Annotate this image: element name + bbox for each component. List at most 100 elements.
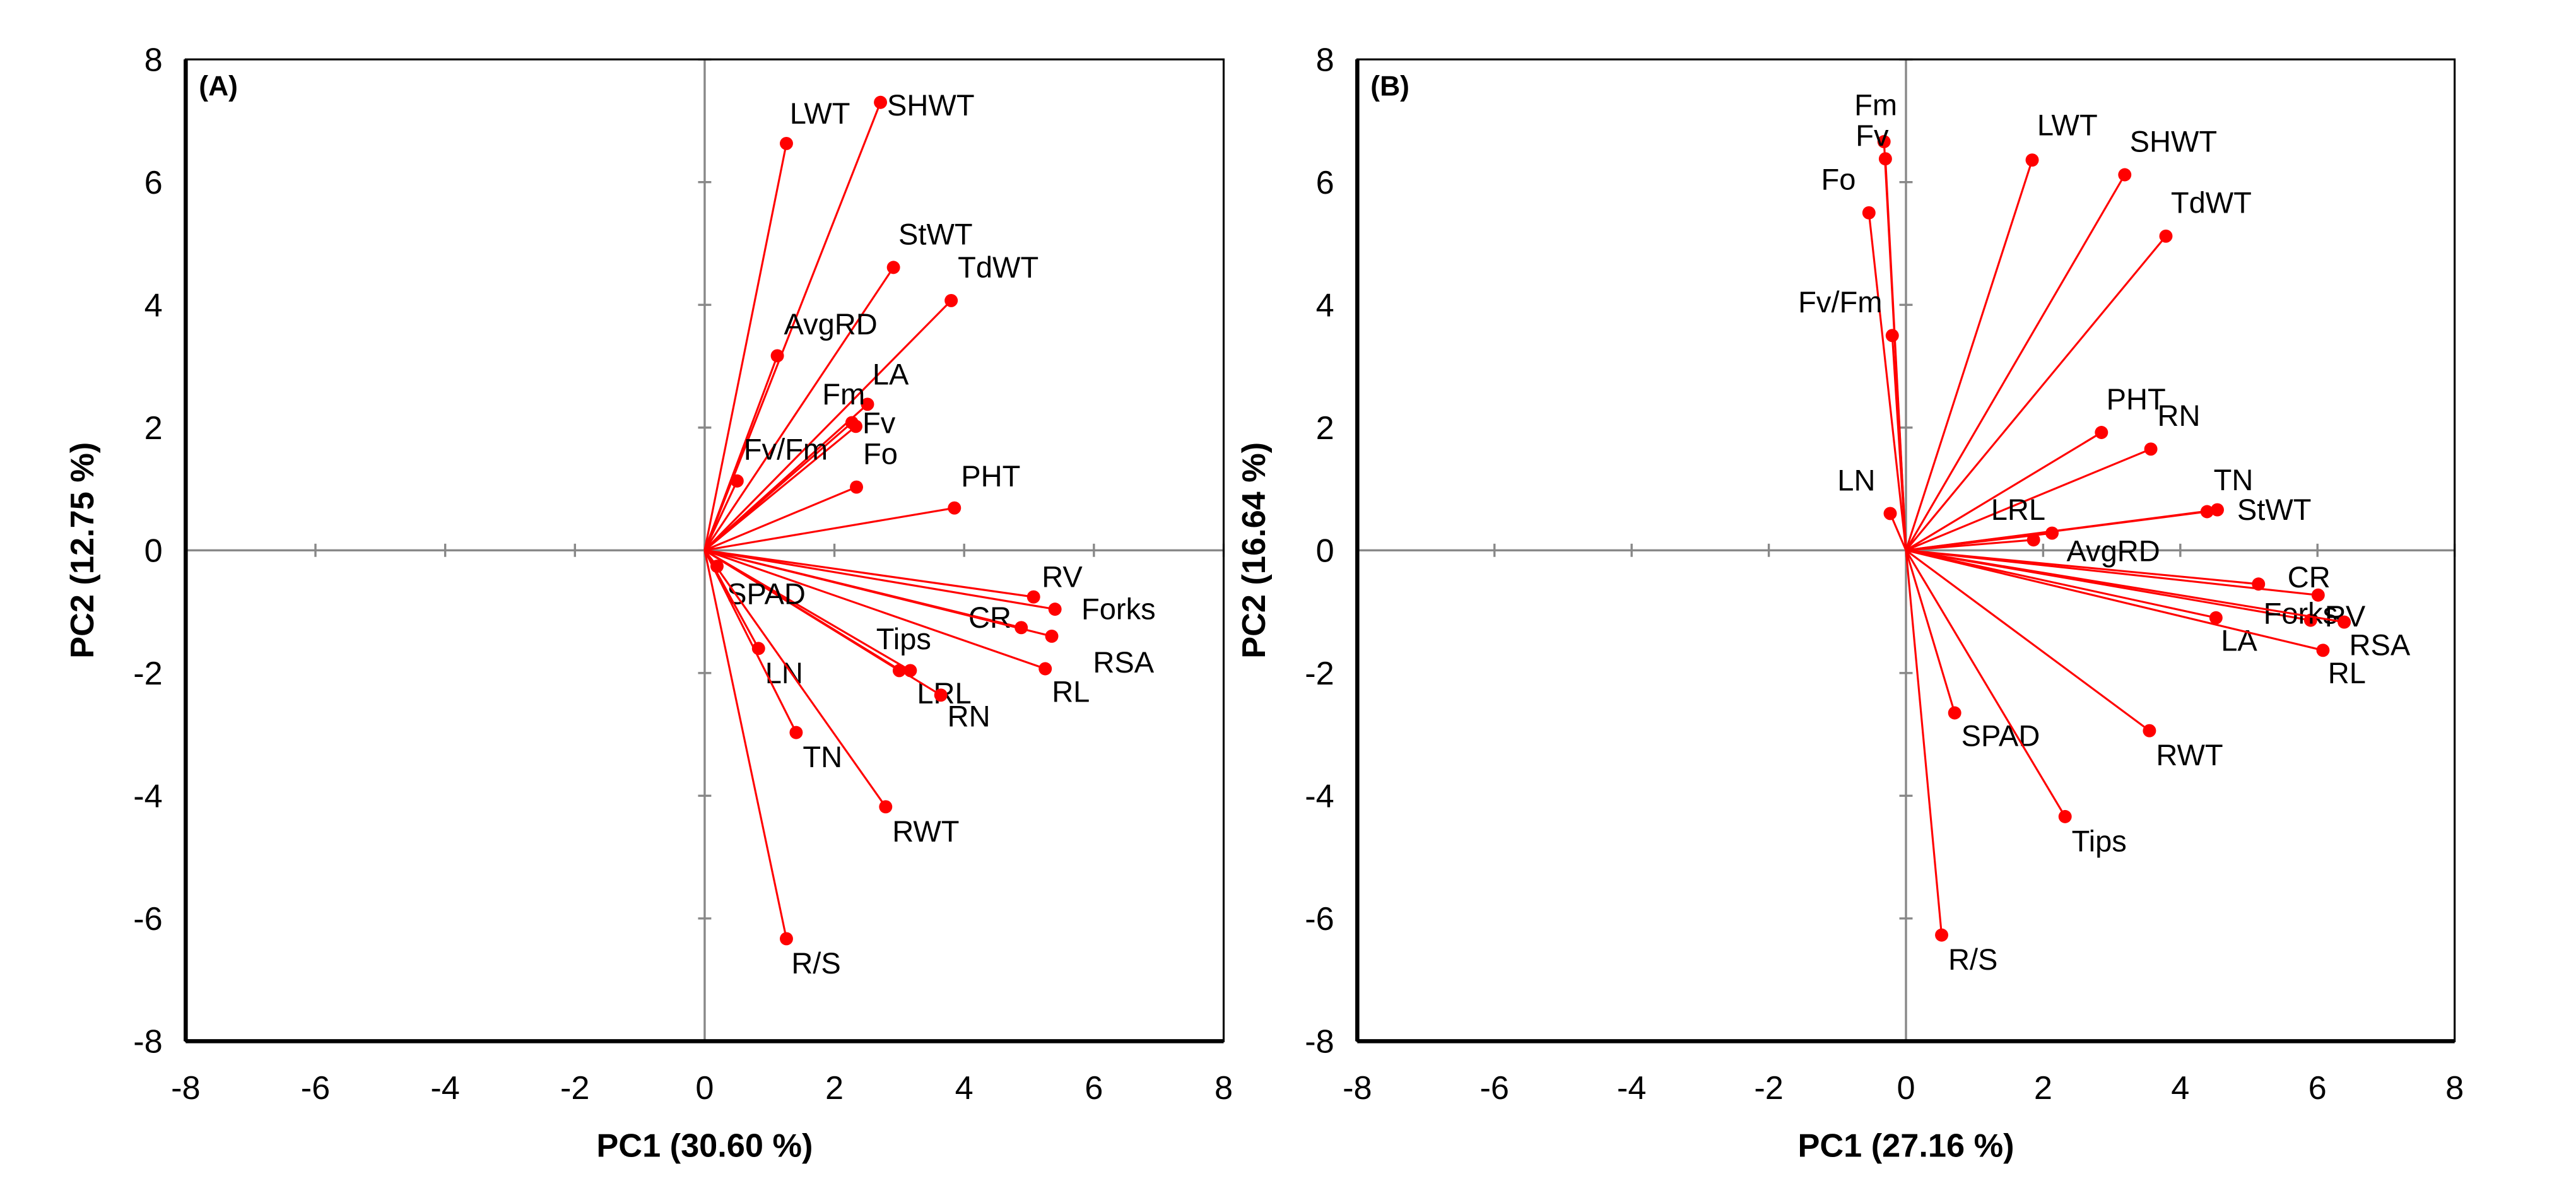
- loading-vector-spad: SPAD: [1905, 549, 2040, 752]
- x-axis-title: PC1 (30.60 %): [596, 1127, 813, 1164]
- loading-vector-r-s: R/S: [1905, 550, 1997, 976]
- vector-point: [2211, 503, 2224, 517]
- x-tick-label: -4: [430, 1070, 460, 1107]
- vector-label: RL: [2328, 656, 2366, 690]
- loading-vector-shwt: SHWT: [1905, 124, 2218, 551]
- vector-point: [879, 800, 893, 814]
- vector-label: CR: [2288, 560, 2331, 594]
- vector-label: TdWT: [958, 250, 1038, 284]
- vector-point: [1862, 206, 1876, 220]
- loading-vector-stwt: StWT: [703, 217, 973, 551]
- y-tick-label: 8: [1316, 42, 1334, 78]
- y-tick-label: 2: [144, 410, 163, 447]
- loading-vector-fo: Fo: [704, 437, 898, 551]
- vector-point: [2118, 168, 2132, 182]
- vector-label: StWT: [898, 217, 973, 250]
- vector-line: [1905, 539, 2034, 551]
- y-tick-label: 4: [1316, 288, 1334, 324]
- vector-line: [1905, 432, 2102, 551]
- vector-point: [770, 349, 784, 363]
- loading-vector-r-s: R/S: [703, 549, 841, 980]
- vector-point: [944, 293, 958, 307]
- vector-line: [703, 267, 895, 551]
- vector-line: [1905, 174, 2126, 551]
- vector-line: [704, 549, 942, 696]
- loading-vector-rn: RN: [1905, 399, 2201, 551]
- vector-label: SHWT: [2130, 124, 2218, 158]
- vector-point: [850, 480, 863, 494]
- vector-label: LA: [2221, 624, 2257, 657]
- y-tick-label: 4: [144, 288, 163, 324]
- y-tick-label: -6: [133, 901, 163, 937]
- vector-label: Fv/Fm: [744, 432, 828, 466]
- vector-line: [1905, 549, 2319, 596]
- vector-label: LN: [765, 656, 803, 690]
- vector-label: Fm: [1854, 88, 1897, 122]
- vector-point: [861, 397, 874, 411]
- vector-line: [1905, 549, 2344, 623]
- vector-label: Tips: [2072, 824, 2127, 857]
- vector-point: [1883, 507, 1897, 520]
- loading-vector-tdwt: TdWT: [1905, 186, 2252, 551]
- y-tick-label: -8: [1305, 1024, 1334, 1061]
- vector-label: Fv: [862, 406, 896, 439]
- vector-label: TdWT: [2171, 186, 2252, 220]
- vector-point: [2095, 426, 2108, 439]
- x-tick-label: 8: [2445, 1070, 2464, 1107]
- vector-label: LWT: [790, 97, 850, 130]
- vector-line: [704, 549, 1056, 611]
- y-tick-label: -2: [1305, 655, 1334, 692]
- vector-line: [1905, 235, 2167, 551]
- vector-label: Fv/Fm: [1798, 285, 1882, 319]
- vector-point: [1885, 329, 1899, 343]
- vector-label: LA: [873, 357, 909, 391]
- x-tick-label: -2: [560, 1070, 590, 1107]
- x-tick-label: 2: [825, 1070, 844, 1107]
- vector-point: [2311, 588, 2325, 602]
- vector-label: AvgRD: [784, 307, 878, 341]
- vector-label: PHT: [961, 459, 1020, 493]
- vector-point: [2058, 809, 2072, 823]
- loading-vector-rsa: RSA: [704, 549, 1155, 679]
- vector-line: [704, 549, 1052, 637]
- x-axis-title: PC1 (27.16 %): [1798, 1127, 2014, 1164]
- vector-label: RN: [2158, 399, 2201, 432]
- vector-point: [1935, 928, 1948, 942]
- vector-label: SHWT: [887, 88, 975, 122]
- loading-vector-ln: LN: [1837, 463, 1907, 551]
- x-tick-label: 2: [2034, 1070, 2052, 1107]
- vector-label: Fo: [1821, 163, 1856, 196]
- loading-vector-fv: Fv: [1856, 119, 1907, 551]
- vector-label: RV: [1042, 560, 1083, 593]
- vector-point: [1038, 662, 1052, 676]
- loading-vector-spad: SPAD: [703, 549, 806, 611]
- vector-point: [1878, 152, 1892, 166]
- panel-a: -8 -6 -4 -2 0 2 4 6 8 8 6 4 2 0 -2 -4 -6 -8 PC1 (30.60 %) P…: [64, 42, 1233, 1164]
- y-tick-label: 0: [144, 533, 163, 570]
- y-axis-title: PC2 (12.75 %): [64, 442, 101, 659]
- vector-line: [704, 549, 1034, 598]
- loading-vector-rl: RL: [1905, 549, 2366, 690]
- panel-b: -8 -6 -4 -2 0 2 4 6 8 8 6 4 2 0 -2 -4 -6 -8 PC1 (27.16 %) P…: [1236, 42, 2464, 1164]
- loading-vector-lwt: LWT: [703, 97, 850, 551]
- vector-line: [703, 549, 788, 939]
- vector-point: [1948, 706, 1961, 720]
- y-axis-title: PC2 (16.64 %): [1236, 442, 1273, 659]
- vector-line: [1905, 549, 2324, 652]
- y-tick-label: 6: [1316, 165, 1334, 201]
- loading-vector-fo: Fo: [1821, 163, 1907, 551]
- vector-point: [2209, 611, 2223, 625]
- vector-point: [1048, 602, 1062, 616]
- loading-vector-rsa: RSA: [1905, 549, 2411, 661]
- loading-vector-tips: Tips: [1905, 549, 2127, 857]
- vector-point: [948, 501, 962, 515]
- vector-label: RSA: [2349, 628, 2410, 661]
- vector-label: Fo: [863, 437, 898, 470]
- vector-point: [1877, 135, 1891, 148]
- vector-label: AvgRD: [2067, 534, 2160, 568]
- x-tick-label: 6: [1085, 1070, 1103, 1107]
- x-tick-label: -6: [1480, 1070, 1510, 1107]
- loading-vector-tdwt: TdWT: [703, 250, 1038, 551]
- vector-label: Fv: [1856, 119, 1889, 152]
- loading-vector-lwt: LWT: [1905, 108, 2098, 551]
